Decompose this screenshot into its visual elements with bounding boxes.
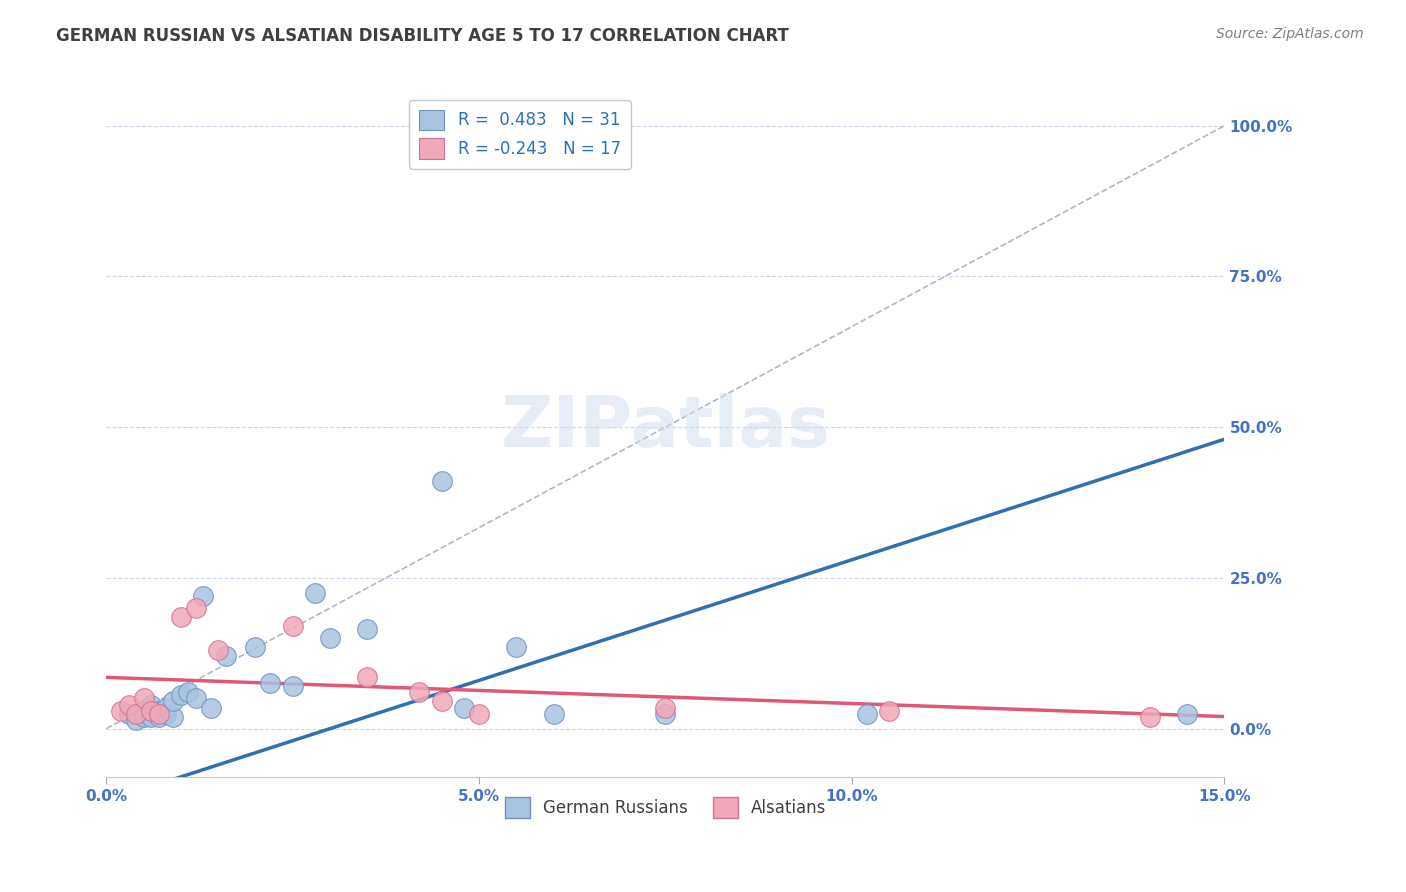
Point [148, 706, 170, 721]
Point [177, 685, 200, 699]
Point [110, 704, 132, 718]
Point [132, 709, 155, 723]
Point [207, 643, 229, 657]
Point [170, 610, 193, 624]
Point [148, 704, 170, 718]
Point [193, 589, 215, 603]
Text: Source: ZipAtlas.com: Source: ZipAtlas.com [1216, 27, 1364, 41]
Point [139, 709, 162, 723]
Point [356, 622, 378, 636]
Point [408, 685, 430, 699]
Point [132, 704, 155, 718]
Point [245, 640, 267, 655]
Point [162, 694, 184, 708]
Point [125, 713, 148, 727]
Point [1175, 706, 1198, 721]
Point [148, 709, 170, 723]
Point [654, 700, 676, 714]
Point [214, 649, 236, 664]
Point [184, 691, 207, 706]
Point [200, 700, 222, 714]
Point [281, 680, 304, 694]
Point [118, 706, 141, 721]
Point [139, 698, 162, 712]
Legend: German Russians, Alsatians: German Russians, Alsatians [498, 791, 832, 824]
Point [654, 706, 676, 721]
Point [155, 700, 177, 714]
Point [132, 691, 155, 706]
Point [155, 706, 177, 721]
Point [505, 640, 527, 655]
Point [543, 706, 565, 721]
Point [319, 631, 342, 645]
Point [139, 704, 162, 718]
Point [184, 601, 207, 615]
Point [430, 694, 453, 708]
Point [304, 586, 326, 600]
Point [453, 700, 475, 714]
Point [877, 704, 900, 718]
Point [1139, 709, 1161, 723]
Point [281, 619, 304, 633]
Point [170, 689, 193, 703]
Point [356, 670, 378, 684]
Text: GERMAN RUSSIAN VS ALSATIAN DISABILITY AGE 5 TO 17 CORRELATION CHART: GERMAN RUSSIAN VS ALSATIAN DISABILITY AG… [56, 27, 789, 45]
Point [259, 676, 281, 690]
Point [118, 698, 141, 712]
Point [430, 475, 453, 489]
Point [855, 706, 877, 721]
Point [468, 706, 491, 721]
Text: ZIPatlas: ZIPatlas [501, 392, 831, 462]
Point [162, 709, 184, 723]
Point [125, 706, 148, 721]
